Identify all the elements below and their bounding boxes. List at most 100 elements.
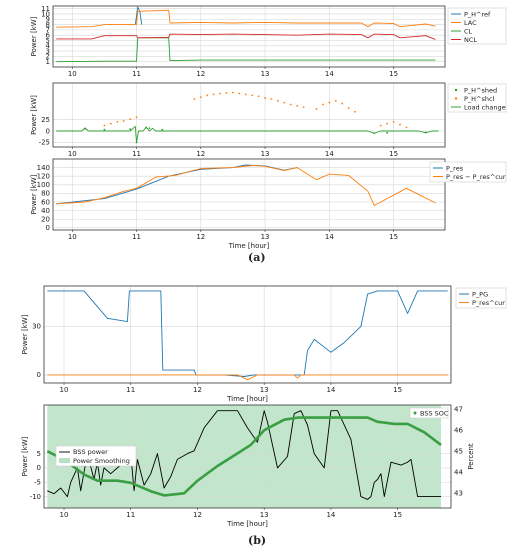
data-point <box>199 96 202 99</box>
y-axis-label: Power [kW] <box>30 95 38 135</box>
x-tick-label: 14 <box>325 70 334 78</box>
data-point <box>244 93 247 96</box>
series-line <box>134 6 143 25</box>
data-point <box>379 124 382 127</box>
x-tick-label: 14 <box>326 386 335 394</box>
x-tick-label: 12 <box>196 233 205 241</box>
x-tick-label: 12 <box>196 150 205 158</box>
y-tick-label: 9 <box>46 16 50 24</box>
data-point <box>116 120 119 123</box>
plot-frame <box>52 158 446 231</box>
legend-swatch <box>413 411 417 415</box>
series-line <box>56 164 298 205</box>
y-axis-label: Power [kW] <box>21 314 29 354</box>
right-y-tick-label: 46 <box>454 427 463 435</box>
x-tick-label: 14 <box>325 150 334 158</box>
x-tick-label: 14 <box>325 233 334 241</box>
legend-label: P_H^shed <box>464 86 497 94</box>
data-point <box>212 93 215 96</box>
y-tick-label: -25 <box>39 139 50 147</box>
data-point <box>392 120 395 123</box>
legend-label: LAC <box>464 19 477 27</box>
data-point <box>225 92 228 94</box>
data-point <box>135 116 138 119</box>
plot-frame <box>43 285 452 384</box>
plot-frame <box>52 5 446 68</box>
data-point <box>232 91 234 94</box>
legend-label: BSS power <box>73 448 108 456</box>
y-tick-label: 7 <box>46 26 50 34</box>
y-tick-label: 0 <box>46 224 50 232</box>
y-tick-label: 2 <box>46 53 50 61</box>
y-tick-label: 120 <box>37 173 50 181</box>
y-tick-label: 5 <box>46 37 50 45</box>
legend-label: P_H^shcl <box>464 95 495 103</box>
x-tick-label: 10 <box>68 233 77 241</box>
y-tick-label: 8 <box>46 21 50 29</box>
y-tick-label: 4 <box>46 42 51 50</box>
y-tick-label: 20 <box>41 216 50 224</box>
y-tick-label: 1 <box>46 58 50 66</box>
x-tick-label: 13 <box>260 511 269 519</box>
x-tick-label: 15 <box>393 511 402 519</box>
legend-label: Power Smoothing <box>73 457 130 465</box>
y-tick-label: 0 <box>37 464 41 472</box>
data-point <box>206 94 209 97</box>
data-point <box>289 103 292 106</box>
right-y-tick-label: 45 <box>454 448 463 456</box>
legend-swatch <box>454 88 458 92</box>
data-point <box>354 110 356 113</box>
data-point <box>251 94 254 97</box>
caption-a: (a) <box>248 251 266 264</box>
series-line <box>56 37 436 63</box>
y-tick-label: 10 <box>41 10 50 18</box>
x-tick-label: 10 <box>60 386 69 394</box>
x-tick-label: 15 <box>389 233 398 241</box>
y-tick-label: 6 <box>46 31 51 39</box>
data-point <box>129 118 132 121</box>
series-line <box>46 416 442 497</box>
data-point <box>103 124 106 127</box>
data-point <box>386 131 389 134</box>
plot-frame <box>52 82 446 148</box>
caption-b: (b) <box>248 534 266 547</box>
data-point <box>405 126 408 129</box>
chart-b2: 10 11 12 13 14 15 -10 -5 0 5 43 44 45 46 47 Power [kW] P… <box>21 404 475 528</box>
data-point <box>193 98 196 100</box>
series-line <box>56 165 436 206</box>
y-tick-label: 30 <box>32 323 41 331</box>
x-tick-label: 11 <box>132 150 141 158</box>
y-tick-label: -10 <box>30 493 41 501</box>
y-tick-label: 80 <box>41 190 50 198</box>
data-point <box>296 104 299 107</box>
y-tick-label: 5 <box>37 450 41 458</box>
legend-label: P_H^ref <box>464 10 491 18</box>
data-point <box>264 97 266 99</box>
legend-box <box>55 445 137 467</box>
x-tick-label: 13 <box>261 70 270 78</box>
x-tick-label: 13 <box>261 233 270 241</box>
data-point <box>270 98 273 100</box>
data-point <box>315 108 318 110</box>
x-axis-label: Time [hour] <box>228 242 270 250</box>
x-axis-label: Time [hour] <box>226 520 268 528</box>
x-tick-label: 12 <box>193 386 202 394</box>
y-tick-label: 40 <box>41 207 50 215</box>
legend-box <box>429 161 507 183</box>
data-point <box>386 122 389 125</box>
y-tick-label: 60 <box>41 198 50 206</box>
x-tick-label: 14 <box>326 511 335 519</box>
data-point <box>302 106 305 109</box>
x-tick-label: 10 <box>68 150 77 158</box>
right-y-tick-label: 43 <box>454 490 463 498</box>
y-axis-label: Power [kW] <box>30 174 38 214</box>
data-point <box>399 123 401 126</box>
legend-swatch <box>59 458 70 463</box>
series-line <box>56 33 436 40</box>
legend-label: P_res <box>446 164 464 172</box>
x-tick-label: 12 <box>193 511 202 519</box>
data-point <box>148 127 151 130</box>
